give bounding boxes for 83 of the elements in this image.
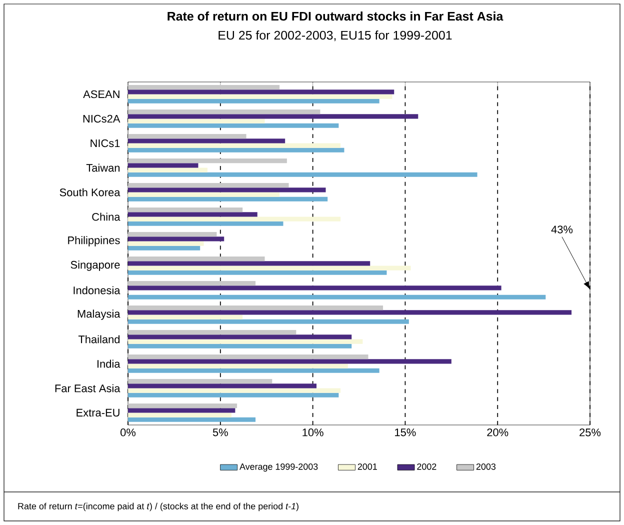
bar (128, 134, 246, 139)
x-tick-label: 25% (580, 428, 601, 436)
bar (128, 392, 339, 398)
bar (128, 143, 341, 148)
bar (128, 388, 341, 393)
y-tick-label: Indonesia (74, 286, 120, 294)
bar (128, 261, 370, 266)
bar (128, 148, 344, 152)
bar (128, 168, 208, 172)
y-tick-label: Singapore (70, 260, 120, 271)
y-tick-label: South Korea (60, 188, 120, 196)
legend-label: 2003 (476, 463, 496, 470)
y-tick-label: ASEAN (83, 90, 120, 98)
bar (128, 138, 286, 144)
bar (128, 412, 232, 418)
bar (128, 364, 348, 368)
chart-subtitle: EU 25 for 2002-2003, EU15 for 1999-2001 (218, 30, 452, 42)
bar (128, 172, 478, 177)
bar (128, 314, 243, 320)
bar (128, 110, 320, 114)
x-tick-label: 5% (212, 428, 228, 436)
bar (128, 98, 380, 104)
bar (128, 359, 452, 364)
bar (128, 266, 411, 270)
y-tick-label: Far East Asia (55, 384, 120, 392)
annotation: 43% (551, 226, 573, 234)
y-tick-label: Thailand (78, 335, 120, 344)
text: Rate of return t=(income paid at t) / (stocks at the end of the period t-1) (18, 502, 298, 512)
x-tick-label: 10% (302, 428, 324, 436)
bar (128, 208, 243, 212)
bar (128, 85, 280, 90)
bar (128, 306, 384, 310)
bar (128, 212, 258, 217)
bar (128, 379, 272, 384)
bar (128, 281, 256, 286)
legend-label: Average 1999-2003 (240, 463, 318, 472)
y-tick-label: China (92, 212, 120, 221)
bar (128, 118, 265, 124)
bar (128, 216, 341, 222)
bar (128, 183, 289, 188)
bar (128, 354, 368, 360)
x-tick-label: 0% (120, 428, 136, 436)
bar (128, 241, 204, 246)
y-tick-label: India (97, 360, 120, 368)
bar (128, 408, 236, 413)
bar (128, 94, 392, 99)
bar (128, 246, 200, 250)
y-tick-label: Philippines (68, 236, 120, 246)
bar (128, 384, 317, 388)
y-tick-label: Malaysia (78, 310, 120, 320)
bar (128, 270, 387, 275)
y-tick-label: NICs2A (83, 114, 120, 123)
bar (128, 188, 326, 192)
bar (128, 90, 394, 94)
bar (128, 417, 256, 422)
bar (128, 286, 502, 290)
legend-label: 2001 (358, 463, 377, 470)
bar (128, 163, 198, 168)
x-tick-label: 15% (395, 428, 416, 436)
bar (128, 344, 352, 348)
y-tick-label: Extra-EU (76, 408, 120, 417)
bar (128, 123, 339, 128)
bar (128, 236, 224, 242)
bar (128, 334, 352, 340)
bar (128, 256, 265, 262)
bar (128, 114, 418, 119)
y-tick-label: NICs1 (90, 139, 120, 148)
bar (128, 310, 572, 315)
bar (128, 192, 280, 197)
bar (128, 294, 546, 300)
x-tick-label: 20% (487, 428, 508, 436)
bar (128, 196, 328, 202)
bar (128, 404, 238, 408)
bar (128, 221, 284, 226)
bar (128, 368, 380, 373)
chart-title: Rate of return on EU FDI outward stocks in Far East Asia (168, 12, 504, 21)
bar (128, 319, 409, 324)
bar (128, 330, 296, 335)
bar (128, 158, 287, 164)
y-tick-label: Taiwan (86, 164, 120, 172)
legend-label: 2002 (417, 463, 436, 470)
bar (128, 232, 217, 237)
bar (128, 339, 363, 344)
